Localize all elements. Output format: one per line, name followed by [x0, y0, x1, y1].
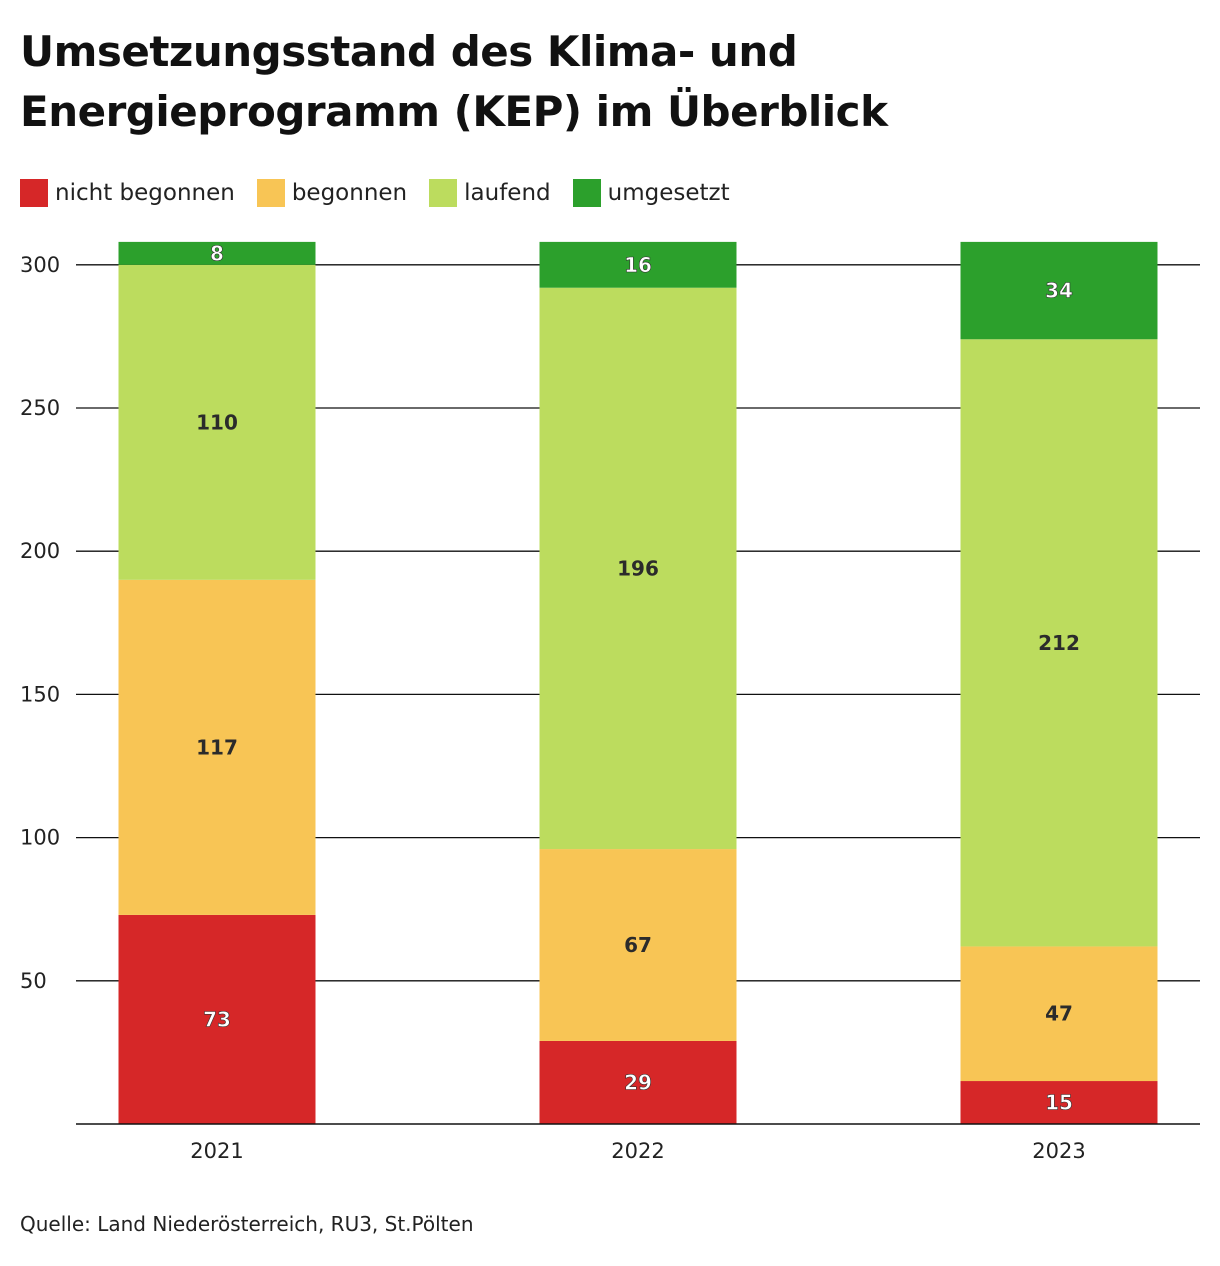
bar-segment-laufend-2022 — [539, 287, 737, 850]
legend-swatch-begonnen — [256, 179, 285, 207]
legend-swatch-umgesetzt — [572, 179, 601, 207]
data-label-umgesetzt-2022: 16 — [624, 253, 652, 277]
data-label-nicht-begonnen-2021: 73 — [203, 1007, 231, 1031]
chart-title: Umsetzungsstand des Klima- und Energiepr… — [20, 27, 888, 136]
x-tick-label-2023: 2023 — [1032, 1139, 1085, 1163]
y-tick-label-150: 150 — [20, 682, 60, 706]
data-label-begonnen-2023: 47 — [1045, 1002, 1073, 1026]
data-label-begonnen-2021: 117 — [196, 735, 238, 759]
x-tick-label-2022: 2022 — [611, 1139, 664, 1163]
data-label-nicht-begonnen-2023: 15 — [1045, 1091, 1073, 1115]
data-label-umgesetzt-2023: 34 — [1045, 279, 1073, 303]
bar-segment-umgesetzt-2022 — [539, 241, 737, 288]
data-label-umgesetzt-2021: 8 — [210, 241, 224, 265]
legend: nicht begonnen begonnen laufend umgesetz… — [20, 176, 752, 210]
y-tick-label-100: 100 — [20, 826, 60, 850]
legend-label-nicht-begonnen: nicht begonnen — [55, 180, 235, 206]
legend-label-umgesetzt: umgesetzt — [607, 180, 730, 206]
bar-segment-umgesetzt-2021 — [118, 241, 316, 265]
bar-segment-laufend-2023 — [960, 339, 1158, 947]
bar-segment-begonnen-2021 — [118, 579, 316, 915]
bar-segment-nicht-begonnen-2021 — [118, 914, 316, 1124]
data-label-laufend-2023: 212 — [1038, 631, 1080, 655]
y-tick-label-50: 50 — [20, 969, 47, 993]
data-label-laufend-2022: 196 — [617, 556, 659, 580]
data-label-begonnen-2022: 67 — [624, 933, 652, 957]
x-tick-label-2021: 2021 — [190, 1139, 243, 1163]
stacked-bar-chart: 50 100 150 200 250 300 73 117 110 8 2021 29 67 196 16 2… — [20, 241, 1200, 1163]
y-tick-label-300: 300 — [20, 253, 60, 277]
bar-segment-laufend-2021 — [118, 264, 316, 580]
bar-segment-umgesetzt-2023 — [960, 241, 1158, 340]
bar-segment-nicht-begonnen-2022 — [539, 1040, 737, 1124]
y-tick-label-250: 250 — [20, 396, 60, 420]
source-note: Quelle: Land Niederösterreich, RU3, St.P… — [20, 1212, 474, 1236]
legend-item-umgesetzt: umgesetzt — [572, 179, 730, 207]
legend-item-begonnen: begonnen — [256, 179, 408, 207]
bar-segment-nicht-begonnen-2023 — [960, 1081, 1158, 1124]
legend-label-laufend: laufend — [464, 180, 551, 206]
bar-segment-begonnen-2022 — [539, 849, 737, 1041]
bar-segment-begonnen-2023 — [960, 946, 1158, 1082]
y-tick-label-200: 200 — [20, 539, 60, 563]
legend-label-begonnen: begonnen — [291, 180, 408, 206]
data-label-nicht-begonnen-2022: 29 — [624, 1070, 652, 1094]
legend-item-laufend: laufend — [429, 179, 551, 207]
legend-item-nicht-begonnen: nicht begonnen — [20, 179, 235, 207]
legend-swatch-laufend — [429, 179, 458, 207]
legend-swatch-nicht-begonnen — [20, 179, 48, 207]
data-label-laufend-2021: 110 — [196, 410, 238, 434]
